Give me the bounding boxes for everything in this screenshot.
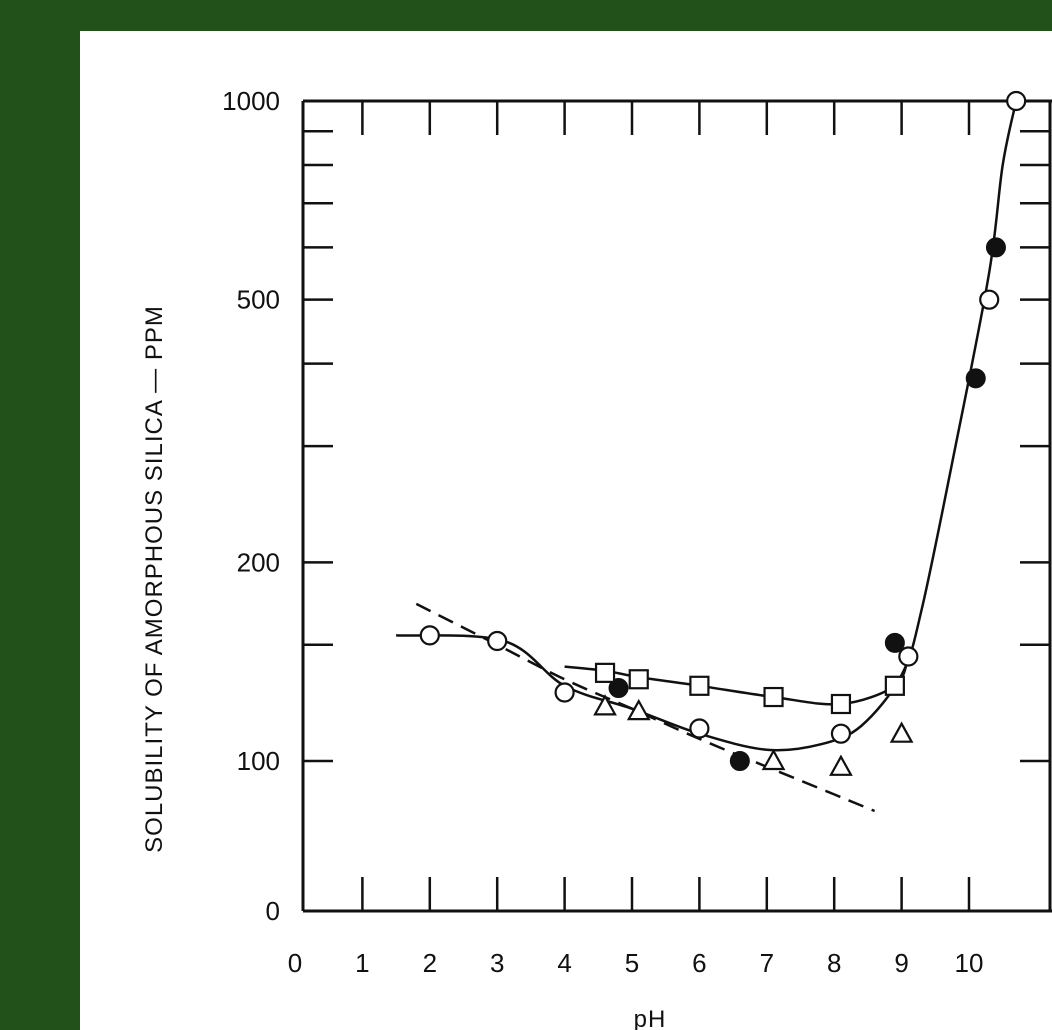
data-markers: [419, 90, 1027, 776]
open-circle-point: [898, 646, 919, 667]
x-tick-label: 3: [490, 948, 504, 978]
open-square-point: [594, 662, 616, 683]
x-tick-label: 1: [355, 948, 369, 978]
filled-circle-point: [884, 632, 905, 653]
filled-circle-point: [965, 368, 986, 389]
filled-circle-point: [729, 751, 750, 771]
axes: [301, 99, 1052, 913]
x-axis-title: pH: [634, 1006, 667, 1030]
open-square-point: [830, 693, 852, 715]
open-circle-point: [1006, 90, 1027, 112]
filled-circle-point: [985, 237, 1006, 258]
open-circle-point: [419, 625, 440, 646]
open-triangle-point: [626, 698, 651, 721]
open-circle-point: [979, 289, 1000, 310]
solid-curve: [396, 100, 1018, 752]
open-triangle-point: [889, 721, 914, 743]
open-triangle-point: [593, 694, 617, 716]
open-circle-point: [830, 723, 852, 744]
x-tick-label: 5: [625, 948, 639, 978]
open-circle-point: [554, 682, 575, 703]
x-tick-label: 2: [423, 948, 437, 978]
x-tick-label: 10: [955, 948, 984, 978]
y-tick-label: 0: [266, 896, 280, 926]
dashed-curve: [415, 602, 876, 813]
y-tick-label: 100: [237, 746, 280, 776]
x-tick-label: 6: [692, 948, 706, 978]
open-square-point: [884, 675, 905, 696]
x-tick-label: 4: [557, 948, 571, 978]
curves: [396, 100, 1018, 813]
y-tick-label: 1000: [222, 86, 280, 116]
open-square-point: [628, 669, 649, 690]
x-tick-label: 7: [760, 948, 774, 978]
open-square-point: [763, 686, 784, 708]
y-axis-title: SOLUBILITY OF AMORPHOUS SILICA — PPM: [141, 305, 168, 853]
x-tick-label: 0: [288, 948, 302, 978]
open-triangle-point: [761, 748, 786, 771]
open-circle-point: [487, 630, 508, 652]
y-tick-label: 200: [237, 547, 280, 577]
x-tick-label: 9: [894, 948, 908, 978]
open-circle-point: [689, 718, 710, 739]
y-tick-label: 500: [237, 285, 280, 315]
filled-circle-point: [608, 678, 629, 699]
x-tick-label: 8: [827, 948, 841, 978]
open-square-point: [689, 675, 710, 696]
open-triangle-point: [829, 754, 853, 776]
chart-panel: 0 1 2 3 4 5 6 7 8 9 10 0 100 200 500 1000 pH SOLUBILITY…: [80, 31, 1052, 1030]
